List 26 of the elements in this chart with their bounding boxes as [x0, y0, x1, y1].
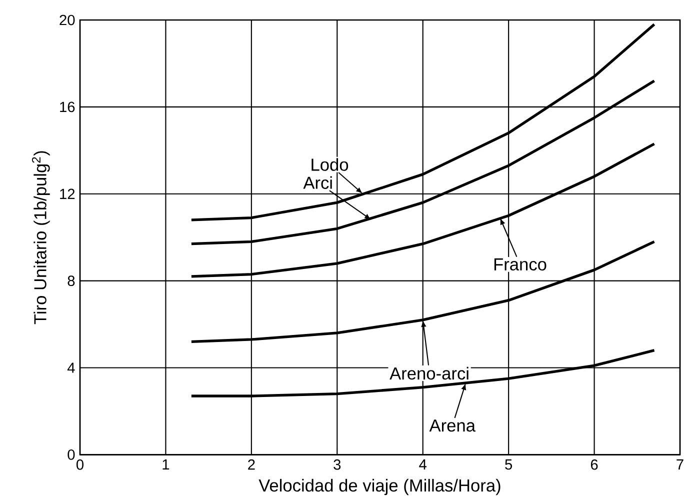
x-tick-label: 2	[248, 459, 255, 470]
annotation: Franco	[494, 258, 546, 270]
x-tick-label: 3	[334, 459, 341, 470]
x-tick-label: 0	[76, 459, 84, 470]
annotation: Areno-arci	[390, 366, 468, 380]
x-axis-title: Velocidad de viaje (Millas/Hora)	[258, 478, 500, 496]
annotation: Lodo	[312, 158, 348, 171]
line-series	[190, 142, 656, 278]
line-series	[190, 349, 656, 398]
x-tick-label: 7	[676, 459, 684, 470]
line-series	[190, 80, 656, 246]
annotation: Arena	[429, 420, 476, 432]
y-tick-label: 12	[60, 188, 75, 199]
y-tick-label: 20	[60, 14, 75, 26]
y-axis-title: Tiro Unitario (1b/pulg$^{2}$)	[32, 151, 50, 324]
annotation: Arci	[303, 176, 332, 189]
y-tick-label: 8	[68, 276, 75, 286]
x-tick-label: 1	[162, 459, 170, 470]
x-tick-label: 4	[419, 459, 426, 470]
x-tick-label: 5	[505, 459, 512, 470]
line-series	[190, 240, 656, 343]
y-tick-label: 4	[67, 362, 75, 373]
y-tick-label: 16	[60, 102, 75, 112]
x-tick-label: 6	[590, 459, 598, 470]
y-tick-label: 0	[68, 449, 75, 460]
line-series	[190, 23, 656, 222]
